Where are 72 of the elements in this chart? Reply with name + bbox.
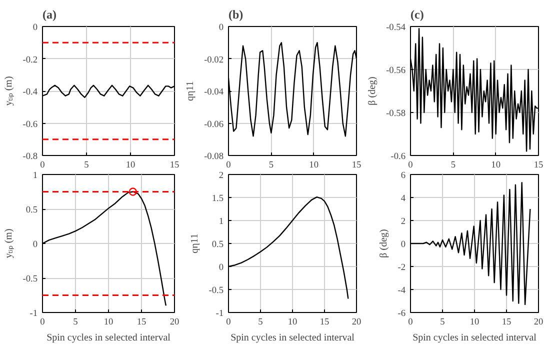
y-tick-label: 1.5 [212, 194, 224, 204]
y-tick-label: -0.06 [204, 120, 224, 130]
x-tick-label: 5 [450, 160, 456, 170]
x-axis-title: Spin cycles in selected interval [46, 332, 171, 344]
y-tick-label: -0.04 [204, 88, 224, 98]
chart-title: (a) [42, 8, 56, 22]
y-tick-label: 1 [218, 217, 224, 227]
y-tick-label: -0.6 [390, 152, 406, 162]
y-tick-label: -0.54 [386, 23, 406, 33]
x-tick-label: 5 [73, 318, 78, 328]
y-tick-label: -0.6 [22, 120, 38, 130]
y-tick-label: -0.5 [22, 274, 38, 284]
y-axis-title: β (deg) [378, 229, 390, 258]
chart-title: (b) [228, 8, 244, 22]
x-tick-label: 15 [534, 160, 544, 170]
y-tick-label: 4 [400, 194, 406, 204]
y-tick-label: -1 [30, 309, 38, 319]
y-tick-label: 0 [400, 240, 406, 250]
y-tick-label: -0.8 [22, 152, 38, 162]
x-tick-label: 15 [136, 318, 146, 328]
x-tick-label: 5 [258, 318, 264, 328]
y-tick-label: -0.2 [22, 55, 38, 66]
y-tick-label: 0.5 [26, 206, 38, 216]
y-tick-label: -0.08 [204, 152, 224, 162]
x-tick-label: 0 [40, 318, 46, 328]
y-tick-label: -4 [398, 286, 406, 296]
x-tick-label: 20 [534, 318, 544, 328]
y-tick-label: 2 [218, 171, 224, 181]
x-tick-label: 10 [126, 160, 136, 170]
x-tick-label: 20 [352, 318, 362, 328]
y-tick-label: 0.5 [212, 240, 224, 250]
y-tick-label: -6 [398, 309, 406, 319]
x-tick-label: 15 [170, 160, 180, 170]
x-tick-label: 15 [502, 318, 512, 328]
x-tick-label: 0 [408, 160, 414, 170]
x-axis-title: Spin cycles in selected interval [412, 332, 537, 344]
y-tick-label: 0 [218, 23, 224, 33]
y-tick-label: 0 [218, 263, 224, 273]
y-tick-label: 1 [32, 171, 38, 181]
chart-title: (c) [410, 8, 424, 22]
y-tick-label: -0.4 [22, 88, 38, 98]
x-axis-title: Spin cycles in selected interval [230, 332, 355, 344]
y-tick-label: -0.5 [208, 286, 224, 296]
y-tick-label: 6 [400, 171, 406, 181]
y-tick-label: -0.56 [386, 66, 406, 76]
x-tick-label: 0 [226, 160, 232, 170]
x-tick-label: 10 [288, 318, 298, 328]
x-tick-label: 5 [84, 160, 90, 170]
y-tick-label: -0.58 [386, 109, 406, 119]
x-tick-label: 0 [408, 318, 414, 328]
y-axis-title: yₜᵢₚ (m) [4, 76, 15, 106]
x-tick-label: 10 [470, 318, 480, 328]
y-tick-label: -1 [216, 309, 224, 319]
x-tick-label: 15 [320, 318, 330, 328]
x-tick-label: 0 [40, 160, 46, 170]
y-tick-label: 2 [400, 217, 406, 227]
y-axis-title: β (deg) [367, 76, 378, 106]
y-axis-title: qη11 [190, 234, 201, 254]
x-tick-label: 20 [170, 318, 180, 328]
y-tick-label: -0.02 [204, 55, 224, 66]
x-tick-label: 0 [226, 318, 232, 328]
y-axis-title: qη11 [185, 81, 196, 101]
x-tick-label: 5 [440, 318, 446, 328]
y-tick-label: 0 [32, 240, 38, 250]
y-axis-title: yₜᵢₚ (m) [4, 228, 15, 258]
x-tick-label: 10 [104, 318, 114, 328]
x-tick-label: 5 [268, 160, 274, 170]
y-tick-label: 0 [32, 23, 38, 33]
x-tick-label: 10 [309, 160, 319, 170]
y-tick-label: -2 [398, 263, 406, 273]
x-tick-label: 10 [491, 160, 501, 170]
x-tick-label: 15 [352, 160, 362, 170]
